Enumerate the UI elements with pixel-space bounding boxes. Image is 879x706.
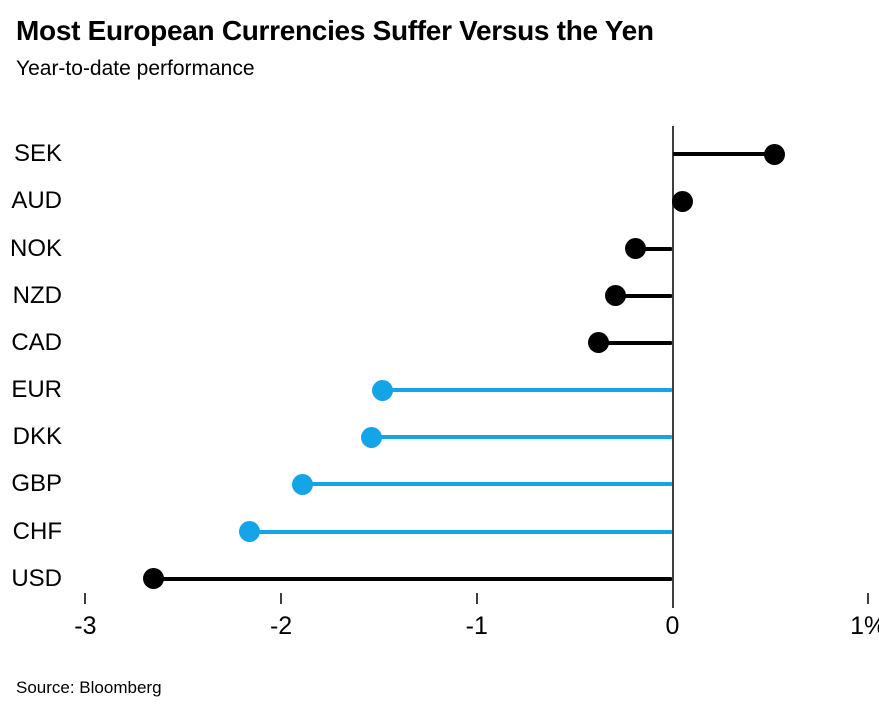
- category-label-aud: AUD: [11, 187, 62, 215]
- lollipop-stem-usd: [153, 576, 673, 581]
- lollipop-stem-cad: [598, 340, 673, 345]
- lollipop-stem-nok: [635, 246, 673, 251]
- source-note: Source: Bloomberg: [16, 678, 162, 697]
- lollipop-stem-sek: [672, 152, 775, 157]
- category-label-eur: EUR: [11, 376, 62, 404]
- x-axis-tick-0: [671, 593, 674, 604]
- x-axis-tick-label-0: 0: [665, 612, 680, 640]
- lollipop-dot-cad: [587, 332, 609, 354]
- x-axis-tick-label--3: -3: [74, 612, 97, 640]
- lollipop-dot-nok: [624, 238, 646, 260]
- x-axis-tick-label--2: -2: [269, 612, 293, 640]
- category-label-gbp: GBP: [11, 470, 62, 498]
- lollipop-stem-nzd: [615, 293, 673, 298]
- category-label-nzd: NZD: [12, 281, 62, 309]
- lollipop-dot-sek: [763, 143, 785, 165]
- lollipop-stem-eur: [382, 388, 673, 393]
- x-axis-tick--2: [280, 593, 283, 604]
- chart-title: Most European Currencies Suffer Versus t…: [16, 15, 654, 46]
- lollipop-dot-usd: [143, 568, 165, 590]
- x-axis-tick-1pct: [867, 593, 870, 604]
- x-axis-tick--3: [84, 593, 87, 604]
- lollipop-stem-gbp: [302, 482, 673, 487]
- lollipop-dot-aud: [671, 190, 693, 212]
- zero-baseline: [671, 126, 674, 608]
- x-axis-tick--1: [475, 593, 478, 604]
- lollipop-dot-nzd: [605, 285, 627, 307]
- lollipop-stem-chf: [249, 529, 673, 534]
- chart-subtitle: Year-to-date performance: [16, 57, 255, 80]
- lollipop-stem-dkk: [371, 435, 673, 440]
- lollipop-dot-gbp: [292, 473, 314, 495]
- lollipop-dot-chf: [239, 521, 261, 542]
- x-axis-tick-label--1: -1: [465, 612, 488, 640]
- category-label-chf: CHF: [12, 517, 62, 545]
- category-label-sek: SEK: [13, 140, 62, 168]
- category-label-dkk: DKK: [12, 423, 62, 451]
- lollipop-dot-eur: [372, 379, 394, 401]
- category-label-cad: CAD: [11, 328, 62, 356]
- category-label-nok: NOK: [9, 234, 62, 262]
- lollipop-dot-dkk: [360, 426, 382, 448]
- category-label-usd: USD: [11, 564, 62, 592]
- x-axis-tick-label-1pct: 1%: [850, 612, 879, 640]
